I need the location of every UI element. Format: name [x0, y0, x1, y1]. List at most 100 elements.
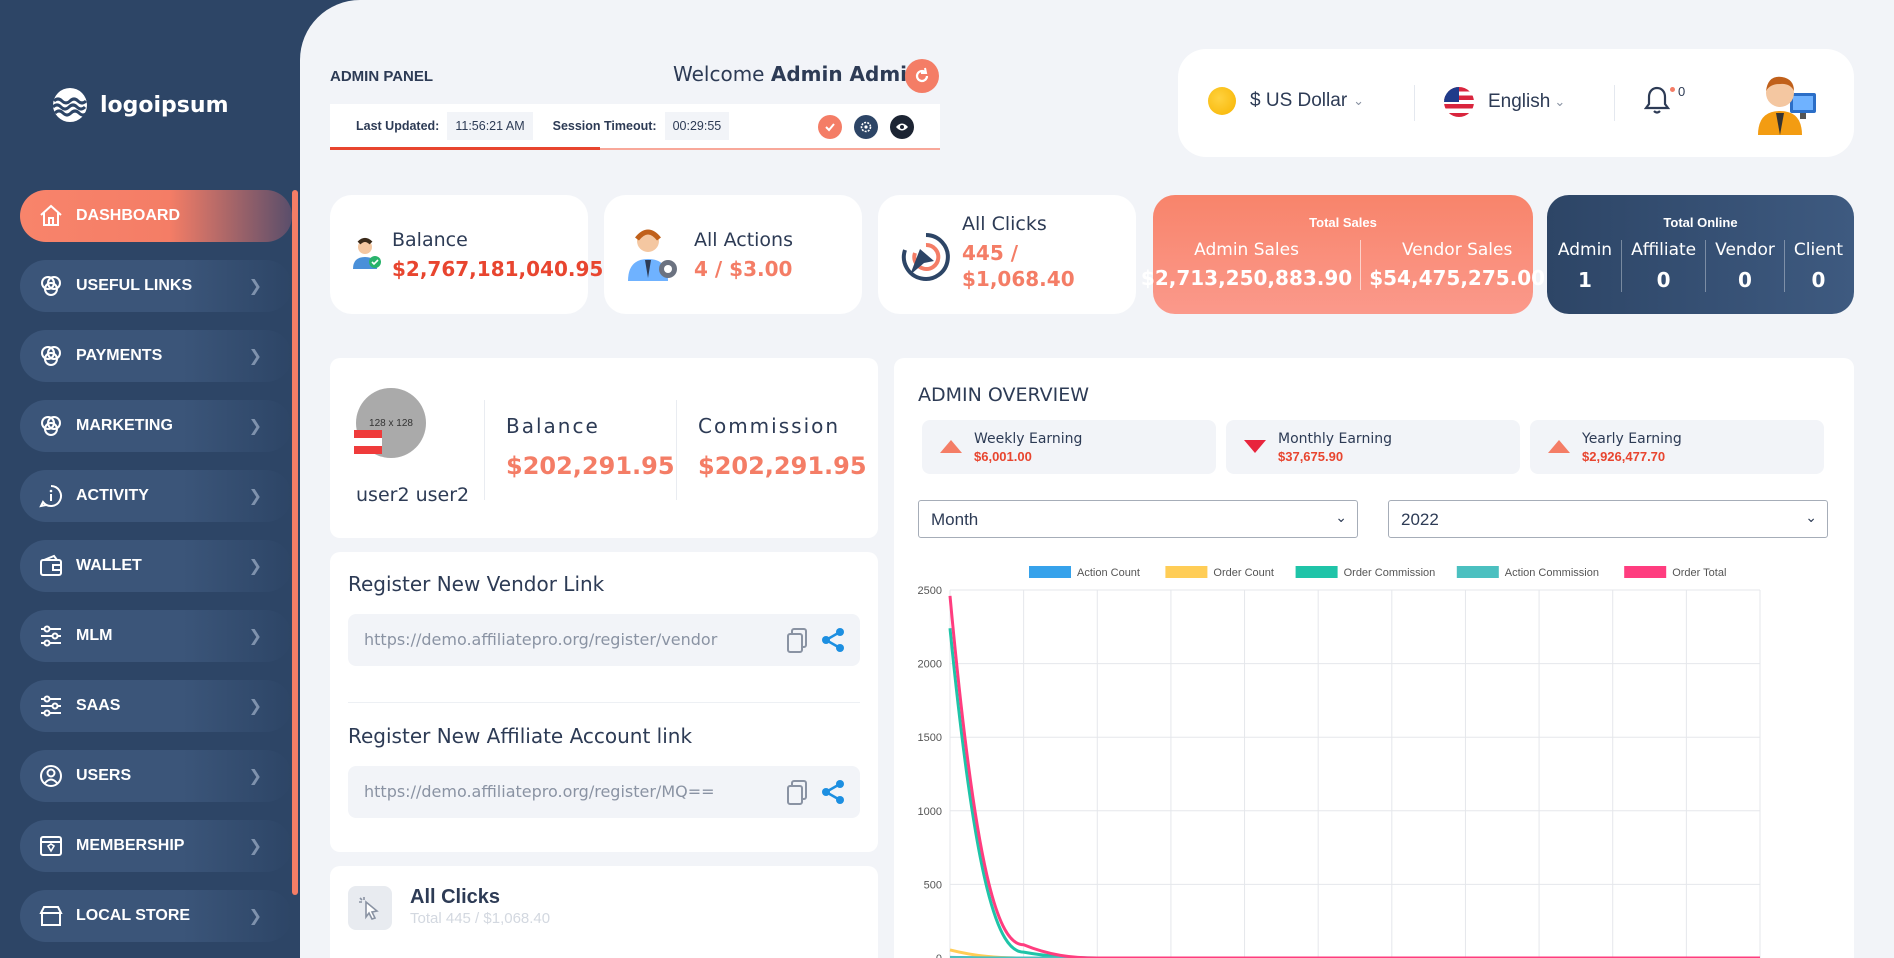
sidebar-item-local-store[interactable]: LOCAL STORE ❯ [20, 890, 292, 942]
language-dropdown[interactable]: English ⌄ [1444, 87, 1565, 117]
brand-logo[interactable]: logoipsum [50, 88, 229, 122]
y-tick-label: 1000 [918, 806, 942, 818]
session-timeout-label: Session Timeout: [552, 119, 657, 133]
online-admin: Admin 1 [1549, 240, 1621, 292]
share-icon[interactable] [820, 627, 846, 653]
share-icon[interactable] [820, 779, 846, 805]
logo-waves-icon [51, 88, 89, 122]
monthly-earning-label: Monthly Earning [1278, 431, 1392, 447]
sidebar-item-mlm[interactable]: MLM ❯ [20, 610, 292, 662]
settings-button[interactable] [854, 115, 878, 139]
divider [1414, 85, 1415, 121]
profile-name: user2 user2 [356, 484, 470, 506]
divider [1614, 85, 1615, 121]
check-button[interactable] [818, 115, 842, 139]
y-tick-label: 0 [936, 953, 942, 958]
sliders-icon [38, 693, 64, 719]
legend-swatch [1456, 566, 1499, 578]
chevron-right-icon: ❯ [248, 558, 262, 575]
sidebar-item-saas[interactable]: SAAS ❯ [20, 680, 292, 732]
legend-label: Action Count [1077, 567, 1140, 579]
online-label: Client [1793, 240, 1844, 260]
total-online-title: Total Online [1663, 215, 1738, 230]
total-sales-card: Total Sales Admin Sales $2,713,250,883.9… [1141, 195, 1545, 314]
monthly-earning-value: $37,675.90 [1278, 449, 1344, 464]
sidebar-item-payments[interactable]: PAYMENTS ❯ [20, 330, 292, 382]
all-clicks-card: All Clicks 445 / $1,068.40 [878, 195, 1136, 314]
period-select[interactable]: Month ⌄ [918, 500, 1358, 538]
venn-icon [38, 413, 64, 439]
yearly-earning: Yearly Earning $2,926,477.70 [1530, 420, 1824, 474]
home-icon [38, 203, 64, 229]
online-value: 1 [1578, 268, 1592, 292]
view-button[interactable] [890, 115, 914, 139]
eye-icon [896, 123, 908, 131]
sidebar-item-label: MEMBERSHIP [76, 837, 185, 854]
session-progress [330, 147, 600, 150]
online-client: Client 0 [1783, 240, 1852, 292]
chevron-right-icon: ❯ [248, 278, 262, 295]
arrow-up-icon [1548, 440, 1570, 453]
last-updated-label: Last Updated: [356, 119, 440, 133]
online-value: 0 [1811, 268, 1826, 292]
divider [348, 702, 860, 703]
chevron-right-icon: ❯ [248, 768, 262, 785]
sidebar-item-label: USEFUL LINKS [76, 277, 193, 294]
sidebar-item-wallet[interactable]: WALLET ❯ [20, 540, 292, 592]
sidebar-item-label: MLM [76, 627, 113, 644]
total-online-card: Total Online Admin 1 Affiliate 0 Vendor 0 C… [1547, 195, 1854, 314]
welcome-name: Admin Admin [770, 62, 922, 86]
copy-icon[interactable] [786, 628, 808, 654]
balance-card: Balance $2,767,181,040.95 [330, 195, 603, 314]
user-avatar[interactable] [1750, 69, 1820, 135]
legend-label: Action Commission [1505, 567, 1599, 579]
series-line [948, 595, 1760, 958]
profile-balance-value: $202,291.95 [506, 452, 675, 480]
all-clicks-panel-subtitle: Total 445 / $1,068.40 [410, 910, 551, 927]
sidebar-item-dashboard[interactable]: DASHBOARD [20, 190, 292, 242]
sidebar-item-label: WALLET [76, 557, 142, 574]
store-icon [38, 903, 64, 929]
notification-count: 0 [1678, 84, 1686, 99]
affiliate-link-input[interactable] [364, 782, 764, 801]
sidebar-item-label: USERS [76, 767, 132, 784]
chevron-down-icon: ⌄ [1335, 509, 1347, 525]
sidebar-item-membership[interactable]: MEMBERSHIP ❯ [20, 820, 292, 872]
sidebar-item-useful-links[interactable]: USEFUL LINKS ❯ [20, 260, 292, 312]
series-line [948, 628, 1760, 958]
vendor-link-input[interactable] [364, 630, 764, 649]
all-actions-title: All Actions [694, 229, 793, 251]
logo-text: logoipsum [100, 92, 229, 118]
online-label: Vendor [1715, 240, 1775, 260]
sidebar-item-activity[interactable]: ACTIVITY ❯ [20, 470, 292, 522]
sidebar-scrollbar[interactable] [292, 190, 298, 895]
vendor-link-title: Register New Vendor Link [348, 572, 605, 596]
affiliate-link-title: Register New Affiliate Account link [348, 724, 693, 748]
sidebar-item-users[interactable]: USERS ❯ [20, 750, 292, 802]
status-actions [818, 115, 914, 139]
sidebar-item-marketing[interactable]: MARKETING ❯ [20, 400, 292, 452]
yearly-earning-label: Yearly Earning [1582, 431, 1682, 447]
online-value: 0 [1656, 268, 1671, 292]
bell-icon[interactable] [1644, 85, 1670, 115]
weekly-earning: Weekly Earning $6,001.00 [922, 420, 1216, 474]
coin-icon [1208, 87, 1236, 115]
weekly-earning-value: $6,001.00 [974, 449, 1032, 464]
sidebar-nav: DASHBOARD USEFUL LINKS ❯ PAYMENTS ❯ MARKETING… [20, 190, 292, 958]
chevron-down-icon: ⌄ [1554, 94, 1566, 109]
venn-icon [38, 273, 64, 299]
sidebar-item-label: SAAS [76, 697, 121, 714]
gear-icon [860, 121, 872, 133]
refresh-button[interactable] [905, 59, 939, 93]
profile-balance: Balance $202,291.95 [506, 414, 675, 480]
cursor-click-icon [348, 886, 392, 930]
copy-icon[interactable] [786, 780, 808, 806]
year-select[interactable]: 2022 ⌄ [1388, 500, 1828, 538]
profile-commission-value: $202,291.95 [698, 452, 867, 480]
sidebar-item-label: PAYMENTS [76, 347, 163, 364]
currency-dropdown[interactable]: $ US Dollar ⌄ [1208, 87, 1364, 115]
admin-sales-value: $2,713,250,883.90 [1140, 266, 1353, 290]
main-content: ADMIN PANEL Welcome Admin Admin Last Upd… [300, 0, 1894, 958]
online-value: 0 [1738, 268, 1752, 292]
legend-label: Order Total [1672, 567, 1726, 579]
